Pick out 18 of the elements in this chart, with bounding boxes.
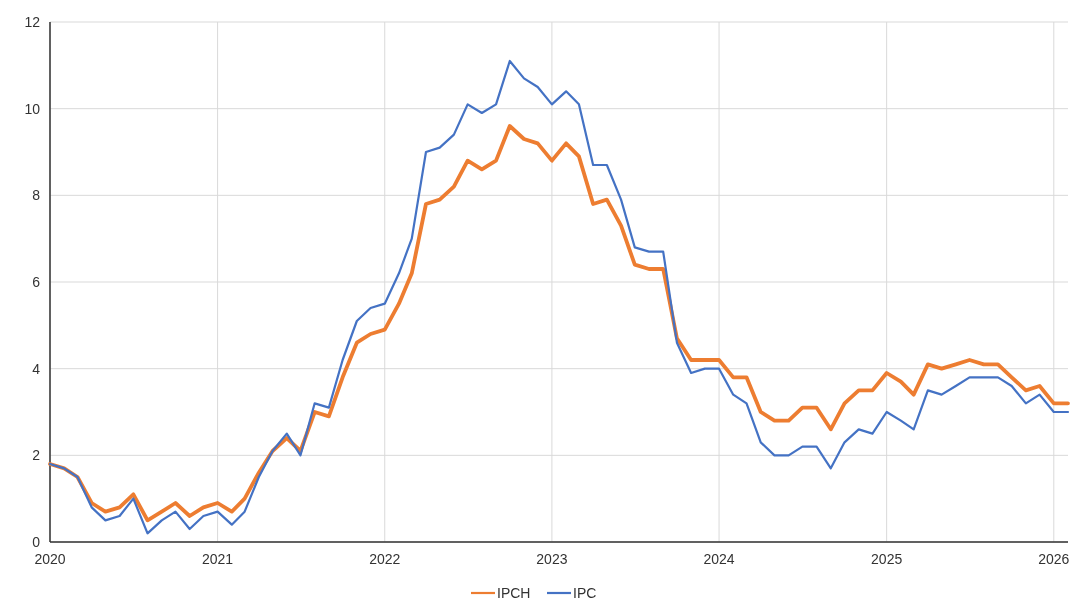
x-tick-label: 2021: [202, 551, 234, 567]
x-tick-label: 2023: [536, 551, 568, 567]
y-tick-label: 0: [32, 533, 41, 550]
legend-label: IPCH: [497, 585, 531, 601]
line-series: [48, 59, 1070, 535]
x-tick-label: 2026: [1038, 551, 1070, 567]
legend-label: IPC: [573, 585, 597, 601]
x-tick-label: 2024: [703, 551, 735, 567]
y-tick-label: 10: [24, 100, 41, 117]
y-tick-label: 4: [32, 360, 41, 377]
x-tick-label: 2022: [369, 551, 401, 567]
y-tick-label: 8: [32, 187, 41, 204]
y-tick-label: 2: [32, 447, 41, 464]
y-tick-label: 6: [32, 273, 41, 290]
x-tick-label: 2020: [34, 551, 66, 567]
x-tick-label: 2025: [871, 551, 903, 567]
y-tick-label: 12: [24, 13, 41, 30]
line-series: [48, 124, 1070, 523]
